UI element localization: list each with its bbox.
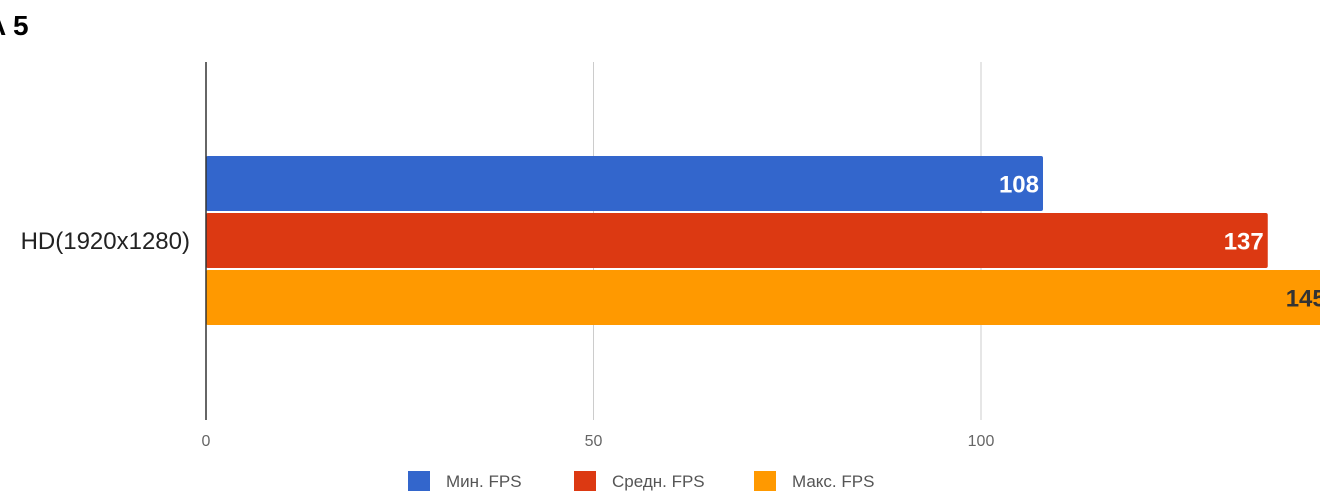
category-label: HD(1920x1280) [21, 228, 190, 255]
x-axis-ticks: 0 50 100 [202, 433, 995, 450]
bar-value-label: 145 [1286, 286, 1320, 313]
bar-series-3 [206, 270, 1320, 325]
bars: 108 137 145 [206, 156, 1320, 325]
legend-swatch-series-2 [574, 471, 596, 491]
bar-series-1 [206, 156, 1043, 211]
legend-label-series-1: Мин. FPS [446, 472, 522, 491]
bar-value-label: 137 [1224, 229, 1264, 256]
legend-label-series-3: Макс. FPS [792, 472, 874, 491]
bar-value-label: 108 [999, 172, 1039, 199]
bar-series-2 [206, 213, 1268, 268]
legend-label-series-2: Средн. FPS [612, 472, 705, 491]
chart-title: A 5 [0, 10, 29, 41]
legend-swatch-series-1 [408, 471, 430, 491]
x-tick-label: 50 [585, 433, 603, 450]
x-tick-label: 0 [202, 433, 211, 450]
legend-swatch-series-3 [754, 471, 776, 491]
x-tick-label: 100 [968, 433, 995, 450]
legend: Мин. FPS Средн. FPS Макс. FPS [408, 471, 874, 491]
